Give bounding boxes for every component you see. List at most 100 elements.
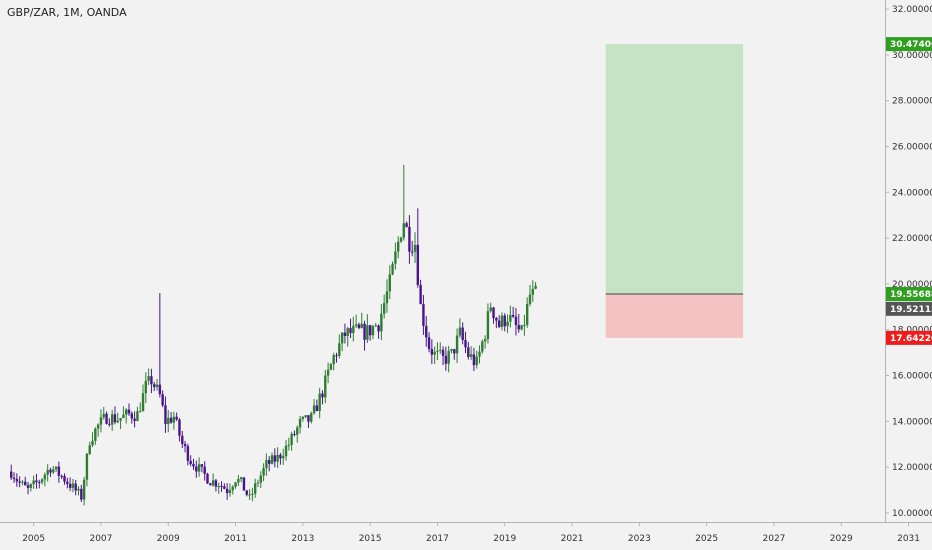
candle: [509, 305, 512, 328]
candle: [391, 261, 394, 276]
candle-body: [447, 350, 450, 364]
candle-body: [301, 416, 305, 419]
candle-body: [178, 419, 181, 436]
candle: [63, 473, 66, 485]
candle: [419, 279, 422, 305]
candle: [318, 387, 321, 419]
candle: [242, 477, 246, 491]
candle-body: [276, 454, 279, 462]
price-badge-bg: [886, 330, 932, 345]
time-axis[interactable]: 2005 2007 2009 2011 2013 2015 2017 2019 2021 2023…: [22, 522, 920, 544]
candle: [363, 320, 366, 351]
candle-body: [217, 486, 220, 488]
candle-body: [486, 311, 490, 340]
candle-body: [52, 469, 55, 473]
candle-body: [26, 485, 30, 488]
candle-body: [24, 481, 27, 486]
candle: [282, 448, 285, 465]
candle: [354, 314, 358, 328]
candle: [144, 372, 148, 404]
candle-body: [517, 325, 520, 330]
time-tick-label: 2027: [763, 534, 786, 544]
candle-body: [402, 223, 406, 238]
candle-body: [245, 490, 248, 495]
candle: [268, 456, 271, 472]
candle: [183, 440, 187, 453]
price-badges: 30.47406 19.55688 19.52115 17.64220: [886, 37, 932, 345]
price-axis[interactable]: 10.00000 12.00000 14.00000 16.00000 18.00000…: [885, 5, 932, 519]
time-tick-label: 2019: [493, 534, 516, 544]
candle: [293, 430, 296, 437]
candle-body: [464, 340, 467, 348]
candle: [150, 368, 153, 394]
candle-body: [366, 325, 369, 340]
candle-body: [85, 453, 89, 480]
price-tick-label: 12.00000: [892, 463, 932, 473]
candle-body: [357, 324, 361, 328]
candle-body: [500, 315, 504, 327]
candle-body: [312, 405, 316, 414]
candle-body: [46, 469, 49, 475]
candle: [99, 409, 103, 433]
price-tick-label: 30.00000: [892, 51, 932, 61]
candle: [203, 461, 206, 481]
candle-body: [279, 454, 282, 459]
candle: [467, 341, 470, 360]
candle: [478, 345, 481, 364]
candle: [455, 328, 459, 363]
candle-body: [214, 480, 218, 487]
candle-body: [318, 393, 321, 412]
price-tick-label: 10.00000: [892, 509, 932, 519]
candle: [245, 489, 248, 497]
candle-body: [164, 405, 167, 424]
candle: [511, 306, 515, 319]
candle: [175, 412, 178, 422]
candle-body: [49, 469, 52, 473]
candle: [251, 487, 254, 502]
candle-body: [82, 479, 86, 500]
candle: [352, 316, 355, 342]
candle-body: [509, 314, 512, 322]
candle-body: [133, 418, 136, 421]
candle: [371, 324, 375, 340]
candle: [284, 439, 288, 461]
candle: [197, 457, 201, 477]
candle-body: [262, 468, 265, 476]
price-badge-bg: [886, 301, 932, 316]
candle-body: [239, 477, 243, 480]
candle-body: [60, 475, 63, 477]
price-tick-label: 22.00000: [892, 234, 932, 244]
candle-body: [343, 332, 347, 336]
candle: [481, 339, 484, 354]
candle-body: [211, 480, 215, 486]
candle-body: [296, 427, 299, 435]
candle: [35, 473, 38, 489]
candle-body: [506, 321, 509, 327]
candle-body: [40, 479, 44, 483]
candle-body: [422, 303, 425, 326]
candle-body: [99, 417, 103, 425]
candle-body: [108, 423, 111, 425]
candle-body: [147, 376, 150, 381]
price-tick-label: 18.00000: [892, 326, 932, 336]
candle-body: [32, 480, 35, 485]
candle-body: [360, 323, 363, 328]
candle: [413, 232, 417, 263]
candle-body: [220, 486, 223, 488]
candle: [399, 236, 403, 243]
candle-body: [293, 433, 296, 435]
candle-body: [332, 355, 335, 365]
candle-body: [377, 325, 380, 332]
profit-zone[interactable]: [605, 44, 744, 295]
candle-body: [200, 464, 204, 467]
candle: [492, 306, 495, 324]
candle-body: [489, 307, 492, 312]
symbol-title: GBP/ZAR, 1M, OANDA: [7, 6, 127, 19]
candle-body: [388, 274, 391, 292]
candle-body: [321, 393, 324, 398]
candle-body: [237, 479, 240, 483]
loss-zone[interactable]: [605, 294, 744, 338]
candle: [425, 316, 428, 347]
